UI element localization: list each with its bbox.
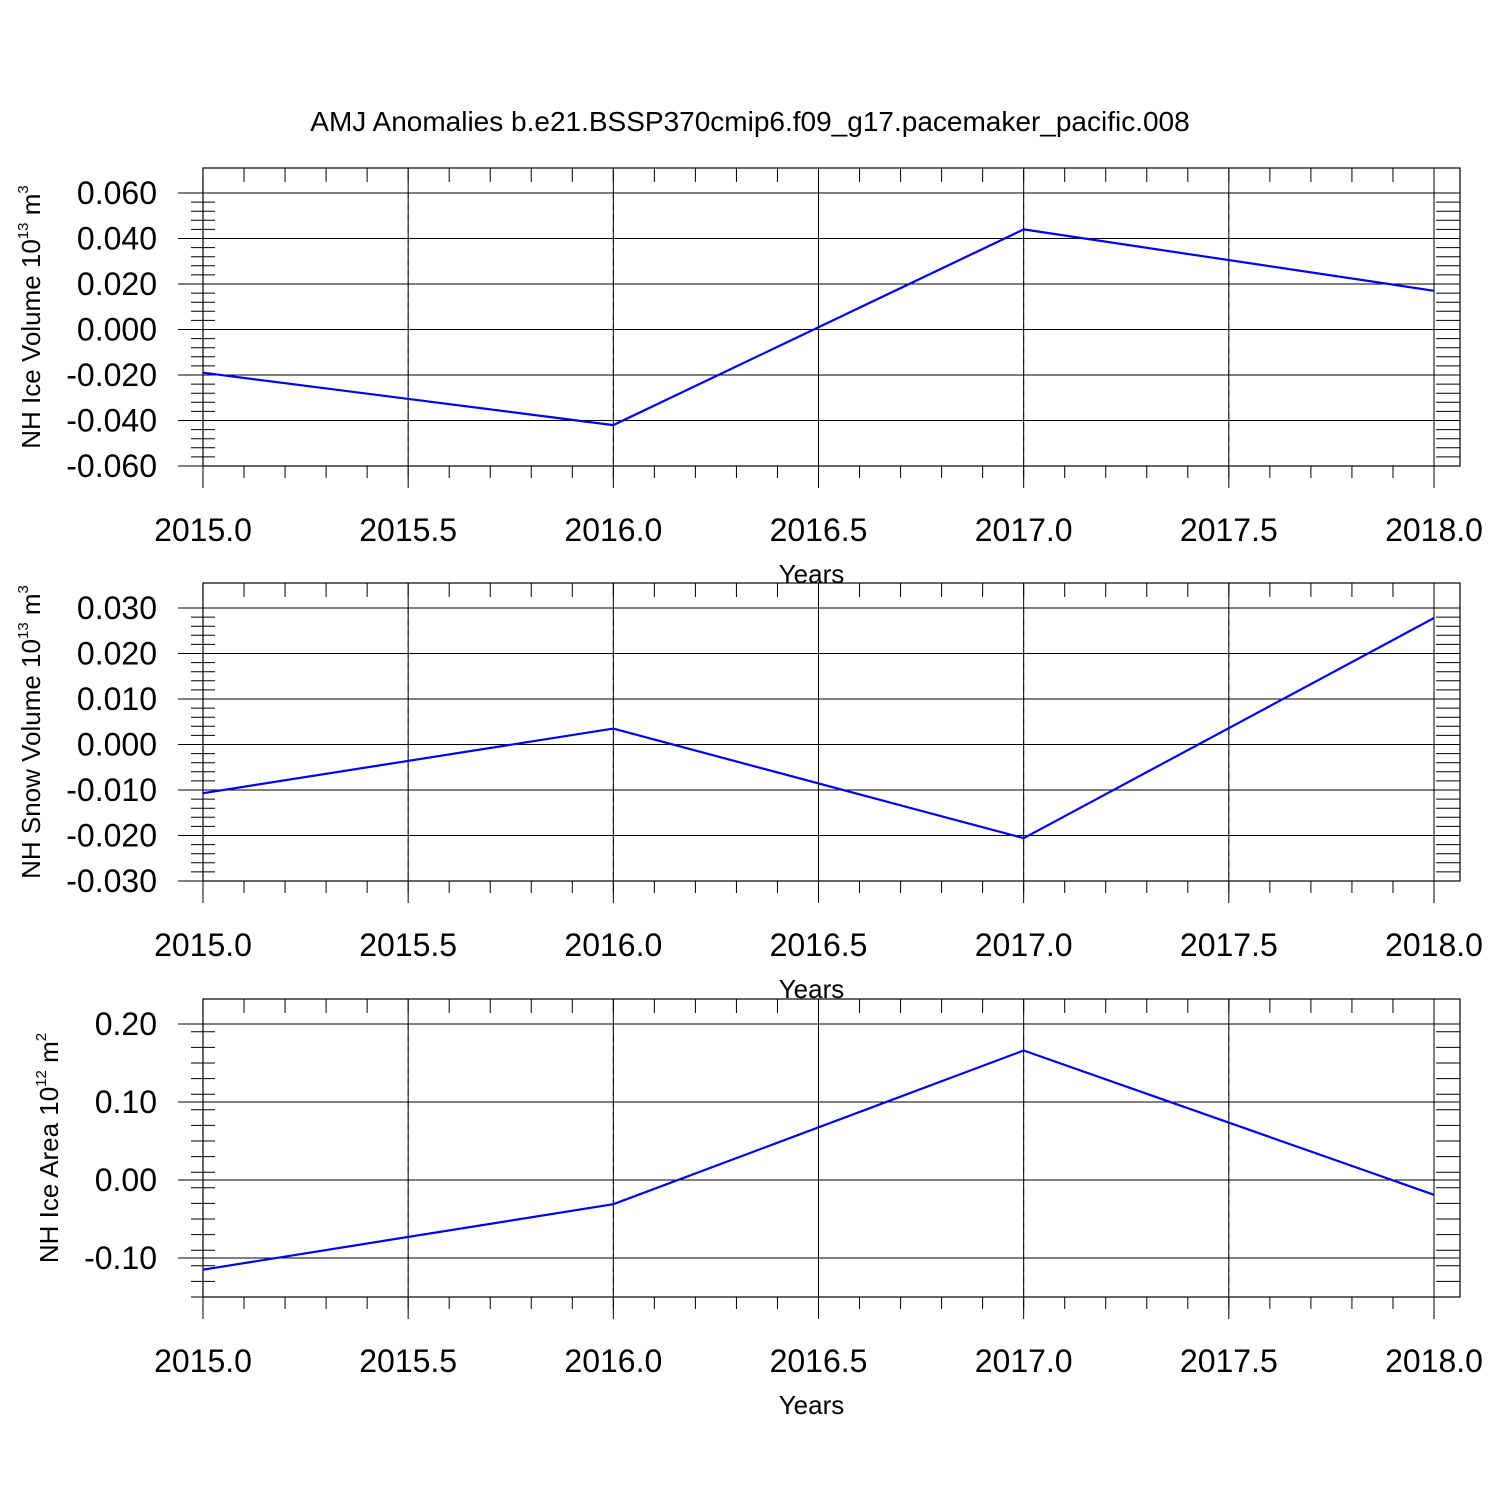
plot-frame (202, 167, 1461, 467)
x-tick-label: 2017.5 (1180, 512, 1278, 548)
x-axis-title: Years (779, 1390, 845, 1420)
x-tick-label: 2015.5 (359, 1343, 457, 1379)
x-tick-label: 2018.0 (1385, 512, 1483, 548)
y-tick-label: 0.00 (95, 1162, 157, 1198)
x-tick-label: 2016.5 (770, 512, 868, 548)
x-tick-label: 2016.5 (770, 927, 868, 963)
y-tick-label: 0.20 (95, 1006, 157, 1042)
x-tick-label: 2015.0 (154, 927, 252, 963)
panels: 2015.0 2015.5 2016.0 2016.5 2017.0 2017.5 2018… (15, 167, 1483, 1420)
panel-1: 2015.0 2015.5 2016.0 2016.5 2017.0 2017.5 2018… (15, 167, 1483, 589)
panel-2: 2015.0 2015.5 2016.0 2016.5 2017.0 2017.5 2018… (15, 582, 1483, 1004)
x-tick-label: 2016.5 (770, 1343, 868, 1379)
x-tick-label: 2018.0 (1385, 1343, 1483, 1379)
y-tick-label: 0.040 (77, 221, 157, 257)
y-axis-title: NH Snow Volume 1013 m3 (15, 585, 46, 879)
panel-3: 2015.0 2015.5 2016.0 2016.5 2017.0 2017.5 2018… (33, 998, 1483, 1420)
y-tick-label: 0.010 (77, 681, 157, 717)
x-tick-label: 2016.0 (564, 1343, 662, 1379)
y-tick-label: -0.020 (66, 357, 157, 393)
series-line (202, 228, 1435, 427)
chart-title: AMJ Anomalies b.e21.BSSP370cmip6.f09_g17… (310, 106, 1189, 137)
plot-frame (202, 998, 1461, 1298)
y-tick-label: -0.060 (66, 448, 157, 484)
plot-frame (202, 582, 1461, 882)
y-tick-label: -0.10 (84, 1240, 157, 1276)
y-tick-label: 0.000 (77, 312, 157, 348)
y-tick-label: 0.030 (77, 590, 157, 626)
x-tick-label: 2017.0 (975, 512, 1073, 548)
y-axis-title: NH Ice Volume 1013 m3 (15, 185, 46, 448)
y-tick-label: -0.020 (66, 818, 157, 854)
y-tick-label: 0.10 (95, 1084, 157, 1120)
y-tick-label: 0.020 (77, 266, 157, 302)
x-tick-label: 2017.0 (975, 1343, 1073, 1379)
y-axis-title: NH Ice Area 1012 m2 (33, 1033, 64, 1263)
y-tick-label: -0.010 (66, 772, 157, 808)
y-tick-label: 0.020 (77, 636, 157, 672)
x-tick-label: 2015.0 (154, 512, 252, 548)
x-tick-label: 2015.0 (154, 1343, 252, 1379)
x-tick-label: 2018.0 (1385, 927, 1483, 963)
x-tick-label: 2016.0 (564, 512, 662, 548)
x-tick-label: 2017.5 (1180, 927, 1278, 963)
x-tick-label: 2017.5 (1180, 1343, 1278, 1379)
x-axis-title: Years (779, 559, 845, 589)
series-line (202, 617, 1435, 840)
y-tick-label: 0.060 (77, 175, 157, 211)
series-line (202, 1049, 1435, 1271)
y-tick-label: 0.000 (77, 727, 157, 763)
x-tick-label: 2015.5 (359, 512, 457, 548)
y-tick-label: -0.030 (66, 863, 157, 899)
y-tick-label: -0.040 (66, 403, 157, 439)
x-tick-label: 2015.5 (359, 927, 457, 963)
x-tick-label: 2017.0 (975, 927, 1073, 963)
x-tick-label: 2016.0 (564, 927, 662, 963)
